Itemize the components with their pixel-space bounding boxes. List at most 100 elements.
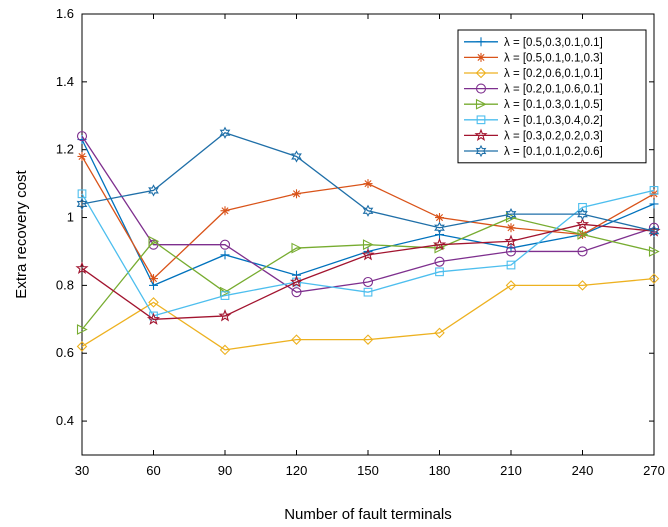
data-point: [291, 287, 302, 298]
data-point: [505, 246, 517, 257]
x-axis-ticks: 30 60 90 120 150 180 210 240 270: [75, 14, 665, 478]
data-point: [434, 221, 445, 234]
series-2: [77, 151, 659, 284]
data-point: [432, 237, 447, 251]
data-point: [361, 247, 375, 261]
data-point: [506, 223, 516, 233]
series-8: [76, 126, 660, 238]
legend-marker: [475, 67, 487, 79]
data-point: [292, 189, 301, 199]
data-point: [362, 239, 374, 251]
data-point: [649, 186, 659, 195]
legend-entry: λ = [0.2,0.6,0.1,0.1]: [464, 67, 603, 80]
y-tick-label: 0.8: [56, 277, 74, 292]
data-point: [220, 250, 230, 260]
x-tick-label: 270: [643, 463, 665, 478]
x-tick-label: 30: [75, 463, 89, 478]
data-point: [148, 184, 159, 197]
data-point: [578, 202, 587, 212]
data-point: [220, 291, 230, 300]
data-point: [77, 189, 87, 199]
x-tick-label: 90: [218, 463, 232, 478]
data-point: [577, 280, 588, 291]
series-line: [81, 277, 655, 351]
data-point: [434, 256, 445, 267]
data-point: [362, 276, 374, 288]
series-line: [81, 216, 655, 330]
legend-label: λ = [0.2,0.6,0.1,0.1]: [504, 68, 603, 80]
legend: λ = [0.5,0.3,0.1,0.1] λ = [0.5,0.1,0.1,0.…: [457, 29, 647, 164]
legend-box: [457, 29, 647, 164]
y-tick-label: 1: [67, 210, 74, 225]
legend-entry: λ = [0.3,0.2,0.2,0.3]: [464, 128, 603, 142]
data-point: [291, 242, 303, 254]
legend-label: λ = [0.3,0.2,0.2,0.3]: [504, 130, 603, 142]
data-point: [648, 246, 660, 257]
series-line: [81, 223, 655, 320]
data-point: [363, 287, 373, 297]
data-point: [649, 199, 659, 209]
x-axis-label: Number of fault terminals: [284, 506, 452, 523]
series-layer: [75, 126, 661, 356]
data-point: [434, 327, 445, 339]
legend-marker: [476, 37, 486, 47]
legend-marker: [475, 98, 487, 110]
data-point: [505, 280, 517, 291]
data-point: [148, 235, 160, 247]
x-tick-label: 210: [500, 463, 522, 478]
data-point: [435, 213, 444, 223]
data-point: [76, 197, 88, 211]
legend-marker: [475, 144, 487, 158]
data-point: [220, 206, 230, 216]
data-point: [362, 204, 374, 217]
y-tick-label: 1.4: [56, 74, 74, 89]
data-point: [218, 309, 232, 322]
data-point: [504, 234, 518, 247]
data-point: [219, 286, 231, 298]
legend-label: λ = [0.2,0.1,0.6,0.1]: [504, 84, 603, 96]
data-point: [506, 260, 516, 270]
legend-label: λ = [0.5,0.3,0.1,0.1]: [504, 37, 603, 49]
data-point: [76, 341, 88, 352]
x-tick-label: 240: [572, 463, 594, 478]
data-point: [148, 297, 159, 308]
data-point: [648, 273, 660, 284]
y-tick-label: 0.6: [56, 345, 74, 360]
data-point: [75, 261, 89, 274]
legend-entry: λ = [0.1,0.3,0.1,0.5]: [464, 98, 603, 111]
legend-label: λ = [0.5,0.1,0.1,0.3]: [504, 52, 603, 64]
series-4: [76, 131, 660, 298]
data-point: [76, 131, 88, 142]
data-point: [289, 275, 304, 288]
series-line: [81, 132, 655, 232]
series-line: [81, 189, 655, 317]
legend-label: λ = [0.1,0.3,0.1,0.5]: [504, 99, 603, 111]
data-point: [219, 239, 231, 250]
data-point: [362, 334, 374, 345]
legend-marker: [476, 115, 486, 125]
data-point: [575, 217, 590, 230]
legend-label: λ = [0.1,0.3,0.4,0.2]: [504, 115, 603, 127]
data-point: [577, 246, 588, 257]
legend-entry: λ = [0.1,0.3,0.4,0.2]: [464, 115, 603, 127]
legend-label: λ = [0.1,0.1,0.2,0.6]: [504, 146, 603, 158]
data-point: [435, 267, 444, 277]
data-point: [291, 150, 302, 163]
legend-entry: λ = [0.2,0.1,0.6,0.1]: [464, 83, 603, 96]
data-point: [648, 224, 660, 238]
x-tick-label: 150: [357, 463, 379, 478]
series-7: [75, 217, 661, 325]
legend-marker: [476, 52, 486, 62]
data-point: [146, 312, 161, 325]
data-point: [219, 126, 231, 139]
data-point: [577, 229, 589, 240]
data-point: [219, 344, 231, 356]
series-line: [81, 135, 655, 293]
legend-marker: [474, 128, 488, 141]
y-axis-ticks: 0.4 0.6 0.8 1 1.2 1.4 1.6: [56, 6, 654, 428]
legend-entry: λ = [0.5,0.3,0.1,0.1]: [464, 37, 603, 49]
data-point: [505, 207, 517, 221]
data-point: [648, 222, 660, 233]
data-point: [149, 274, 158, 284]
series-line: [81, 156, 655, 280]
